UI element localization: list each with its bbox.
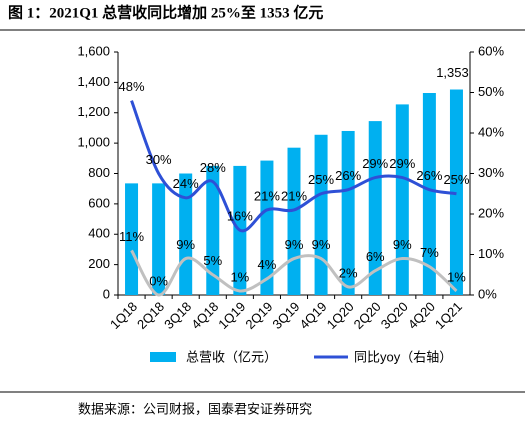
x-tick-label: 3Q19 [269, 299, 302, 332]
y2-tick-label: 10% [478, 246, 504, 261]
x-tick-label: 3Q18 [161, 299, 194, 332]
y2-tick-label: 20% [478, 205, 504, 220]
x-tick-label: 2Q18 [134, 299, 167, 332]
y-tick-label: 1,600 [77, 43, 110, 58]
y-tick-label: 0 [103, 286, 110, 301]
x-tick-label: 4Q20 [405, 299, 438, 332]
line-value-label: 48% [119, 79, 145, 94]
y2-tick-label: 0% [478, 286, 497, 301]
chart-title: 图 1：2021Q1 总营收同比增加 25%至 1353 亿元 [8, 3, 323, 21]
bar-value-label: 1,353 [436, 65, 469, 80]
legend-label: 总营收（亿元） [186, 349, 277, 364]
x-tick-label: 3Q20 [378, 299, 411, 332]
line-value-label: 4% [258, 257, 277, 272]
line-value-label: 9% [312, 237, 331, 252]
y2-tick-label: 50% [478, 84, 504, 99]
line-value-label: 6% [366, 249, 385, 264]
x-tick-label: 1Q18 [107, 299, 140, 332]
x-tick-label: 1Q21 [432, 299, 465, 332]
line-value-label: 21% [254, 188, 280, 203]
y-tick-label: 1,400 [77, 74, 110, 89]
x-tick-label: 2Q19 [242, 299, 275, 332]
line-value-label: 26% [416, 168, 442, 183]
x-tick-label: 4Q19 [297, 299, 330, 332]
line-value-label: 26% [335, 168, 361, 183]
y-tick-label: 1,200 [77, 104, 110, 119]
x-tick-label: 1Q20 [324, 299, 357, 332]
line-value-label: 9% [285, 237, 304, 252]
bar [206, 165, 220, 295]
y2-tick-label: 40% [478, 124, 504, 139]
y2-tick-label: 60% [478, 43, 504, 58]
y-tick-label: 800 [88, 165, 110, 180]
bar [314, 134, 328, 295]
x-tick-label: 2Q20 [351, 299, 384, 332]
line-value-label: 1% [230, 269, 249, 284]
bar [179, 173, 193, 295]
y-tick-label: 600 [88, 195, 110, 210]
line-value-label: 29% [389, 156, 415, 171]
line-value-label: 5% [203, 253, 222, 268]
bar [287, 147, 301, 295]
line-value-label: 0% [149, 273, 168, 288]
line-value-label: 28% [200, 160, 226, 175]
x-tick-label: 1Q19 [215, 299, 248, 332]
bar [260, 160, 274, 295]
legend-swatch [150, 352, 176, 362]
line-value-label: 11% [119, 229, 144, 244]
line-value-label: 30% [146, 152, 172, 167]
bar [422, 93, 436, 295]
line [130, 249, 458, 297]
x-tick-label: 4Q18 [188, 299, 221, 332]
bar [125, 183, 139, 295]
y-tick-label: 400 [88, 226, 110, 241]
bar [395, 104, 409, 295]
source: 数据来源：公司财报，国泰君安证券研究 [78, 401, 312, 416]
y2-tick-label: 30% [478, 165, 504, 180]
line-value-label: 1% [447, 269, 466, 284]
legend-label: 同比yoy（右轴） [354, 349, 452, 364]
line-value-label: 21% [281, 188, 307, 203]
line-value-label: 9% [393, 237, 412, 252]
bar [368, 121, 382, 296]
line-value-label: 16% [227, 209, 253, 224]
bar [152, 183, 166, 295]
line-value-label: 9% [176, 237, 195, 252]
y-tick-label: 1,000 [77, 135, 110, 150]
line-value-label: 24% [173, 176, 199, 191]
line-value-label: 7% [420, 245, 439, 260]
line [130, 100, 457, 233]
line-value-label: 2% [339, 265, 358, 280]
y-tick-label: 200 [88, 256, 110, 271]
line-value-label: 29% [362, 156, 388, 171]
line-value-label: 25% [443, 172, 469, 187]
bar [341, 130, 355, 295]
line-value-label: 25% [308, 172, 334, 187]
